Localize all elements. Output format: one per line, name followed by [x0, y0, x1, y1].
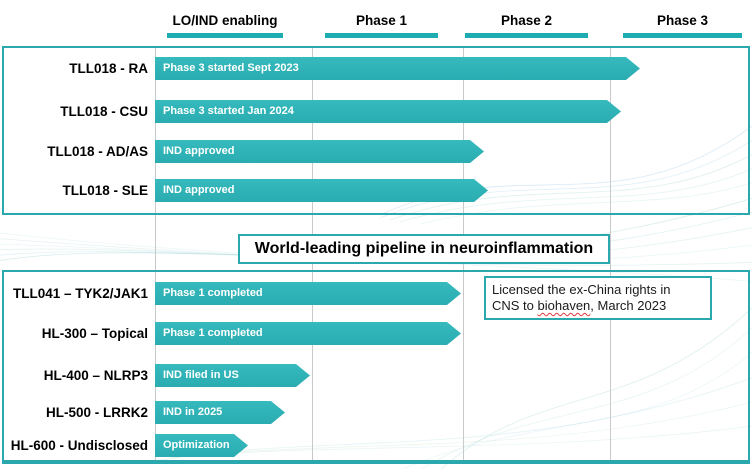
annotation-line1: Licensed the ex-China rights in	[492, 282, 671, 297]
phase-underline	[325, 33, 438, 38]
pipeline-bar: IND approved	[155, 140, 484, 163]
pipeline-bar: Phase 1 completed	[155, 282, 461, 305]
pipeline-bar: Phase 3 started Jan 2024	[155, 100, 621, 123]
program-label: HL-300 – Topical	[41, 326, 148, 341]
gridline	[610, 46, 611, 462]
program-label: TLL018 - RA	[69, 61, 148, 76]
program-label: TLL018 - CSU	[60, 104, 148, 119]
phase-underline	[623, 33, 742, 38]
pipeline-bar: Optimization	[155, 434, 248, 457]
license-annotation: Licensed the ex-China rights in CNS to b…	[484, 276, 712, 320]
phase-header-label: LO/IND enabling	[172, 13, 278, 28]
phase-underline	[167, 33, 283, 38]
gridline	[155, 46, 156, 462]
pipeline-bar: Phase 3 started Sept 2023	[155, 57, 640, 80]
section-box-neuro	[2, 270, 750, 464]
phase-underline	[465, 33, 588, 38]
annotation-misspelled-word: biohaven	[537, 298, 591, 313]
phase-header-label: Phase 3	[656, 13, 709, 28]
pipeline-bar: IND in 2025	[155, 401, 285, 424]
phase-header-label: Phase 2	[500, 13, 553, 28]
program-label: HL-600 - Undisclosed	[10, 438, 148, 453]
banner-title: World-leading pipeline in neuroinflammat…	[238, 234, 610, 264]
phase-header-label: Phase 1	[355, 13, 408, 28]
program-label: TLL018 - AD/AS	[47, 144, 148, 159]
program-label: TLL018 - SLE	[62, 183, 148, 198]
program-label: TLL041 – TYK2/JAK1	[12, 286, 148, 301]
pipeline-bar: IND filed in US	[155, 364, 310, 387]
pipeline-bar: Phase 1 completed	[155, 322, 461, 345]
section-box-tll018	[2, 46, 750, 215]
annotation-line2-prefix: CNS to	[492, 298, 538, 313]
program-label: HL-400 – NLRP3	[43, 368, 148, 383]
program-label: HL-500 - LRRK2	[45, 405, 148, 420]
annotation-line2-suffix: , March 2023	[590, 298, 667, 313]
pipeline-bar: IND approved	[155, 179, 488, 202]
